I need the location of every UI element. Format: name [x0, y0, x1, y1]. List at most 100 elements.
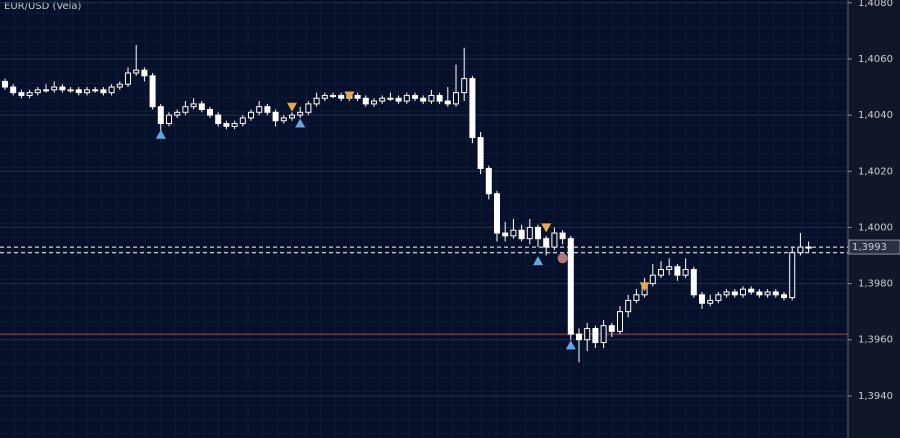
- signal-up: [295, 118, 306, 128]
- candle-body: [740, 288, 746, 296]
- signal-down: [344, 91, 355, 101]
- candle-body: [297, 111, 304, 116]
- candle-body: [207, 109, 213, 116]
- candle-body: [584, 328, 591, 341]
- candle-body: [617, 311, 623, 332]
- candle-body: [34, 89, 41, 94]
- candle-body: [535, 226, 541, 240]
- candle-body: [403, 94, 410, 102]
- candle-body: [797, 246, 804, 254]
- candle-body: [133, 69, 140, 74]
- candle-body: [576, 333, 582, 341]
- y-tick-label: 1,4060: [858, 54, 893, 65]
- candle-body: [26, 92, 33, 96]
- candle-body: [182, 106, 189, 113]
- candle-body: [67, 89, 74, 92]
- candle-body: [313, 97, 320, 105]
- candle-body: [444, 100, 451, 105]
- signal-up: [565, 340, 576, 350]
- candle-body: [108, 86, 115, 94]
- candle-body: [198, 103, 205, 110]
- candle-body: [379, 97, 386, 102]
- candle-body: [600, 325, 607, 344]
- candle-body: [715, 294, 722, 301]
- candle-body: [43, 89, 49, 92]
- candle-body: [75, 89, 82, 94]
- candle-body: [256, 106, 263, 113]
- price-label: 1,3993: [852, 242, 887, 253]
- candle-body: [436, 94, 443, 102]
- candle-body: [330, 94, 336, 97]
- candle-body: [264, 106, 271, 113]
- candle-body: [518, 229, 525, 240]
- signal-down: [639, 282, 650, 292]
- candle-body: [461, 78, 468, 94]
- candle-body: [699, 294, 705, 304]
- candle-body: [354, 94, 361, 99]
- y-tick-label: 1,3940: [858, 391, 893, 402]
- candle-body: [239, 117, 246, 125]
- candle-body: [92, 89, 99, 92]
- candle-body: [625, 299, 632, 313]
- candle-body: [84, 89, 90, 94]
- candle-body: [551, 232, 558, 248]
- candle-body: [157, 106, 164, 125]
- candle-body: [18, 92, 25, 96]
- candle-body: [371, 100, 377, 105]
- y-tick-label: 1,4000: [858, 222, 893, 233]
- candle-body: [272, 111, 279, 122]
- signal-up: [533, 256, 543, 266]
- candle-body: [223, 123, 230, 127]
- candle-body: [592, 328, 599, 344]
- candle-body: [59, 86, 66, 91]
- candle-body: [510, 229, 517, 237]
- candle-body: [412, 94, 418, 99]
- candle-body: [633, 294, 640, 301]
- candle-body: [485, 167, 492, 195]
- candle-body: [428, 94, 435, 102]
- candle-body: [789, 252, 796, 299]
- y-tick-label: 1,4080: [858, 0, 893, 9]
- candle-body: [781, 294, 787, 299]
- candle-body: [321, 94, 328, 99]
- candle-body: [658, 269, 664, 276]
- candle-body: [666, 266, 673, 271]
- candle-body: [469, 78, 476, 139]
- candle-body: [248, 111, 254, 119]
- candle-body: [494, 193, 500, 234]
- candle-body: [526, 226, 533, 240]
- candle-body: [51, 86, 58, 91]
- candle-body: [387, 97, 394, 100]
- candle-body: [764, 291, 771, 296]
- chart-title: EUR/USD (Vela): [4, 1, 82, 12]
- signal-circle: [557, 253, 568, 264]
- candle-body: [141, 69, 148, 77]
- candle-body: [174, 111, 181, 116]
- candle-body: [608, 325, 615, 332]
- candle-body: [231, 123, 238, 127]
- candle-body: [502, 232, 509, 237]
- y-tick-label: 1,4020: [858, 166, 893, 177]
- candle-body: [748, 288, 755, 293]
- y-tick-label: 1,4040: [858, 110, 893, 121]
- candle-body: [690, 269, 697, 296]
- candle-body: [543, 238, 550, 248]
- candle-body: [362, 97, 369, 105]
- candle-body: [477, 137, 484, 169]
- candle-body: [772, 291, 779, 296]
- signal-down: [287, 102, 297, 112]
- candle-body: [116, 83, 123, 88]
- signal-down: [541, 223, 552, 233]
- candle-body: [215, 114, 222, 125]
- candle-body: [10, 86, 17, 94]
- candle-body: [453, 92, 459, 105]
- signal-up: [155, 129, 166, 139]
- candle-body: [395, 97, 402, 102]
- candle-body: [707, 299, 714, 304]
- candle-body: [2, 80, 8, 88]
- candle-body: [305, 103, 312, 113]
- candle-body: [166, 114, 172, 125]
- candle-body: [567, 238, 574, 335]
